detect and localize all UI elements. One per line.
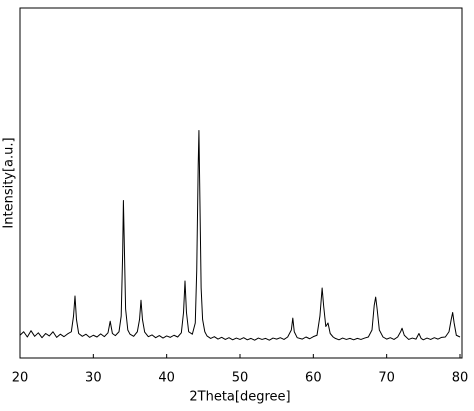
xrd-line xyxy=(19,130,461,341)
x-axis-label: 2Theta[degree] xyxy=(189,390,290,405)
y-axis-label: Intensity[a.u.] xyxy=(2,137,17,228)
x-tick-label: 50 xyxy=(232,371,249,386)
x-tick-label: 70 xyxy=(378,371,395,386)
plot-frame xyxy=(19,7,463,359)
x-tick-label: 60 xyxy=(305,371,322,386)
x-tick-label: 20 xyxy=(12,371,29,386)
x-tick-label: 40 xyxy=(158,371,175,386)
x-tick-label: 30 xyxy=(85,371,102,386)
x-tick-label: 80 xyxy=(452,371,469,386)
